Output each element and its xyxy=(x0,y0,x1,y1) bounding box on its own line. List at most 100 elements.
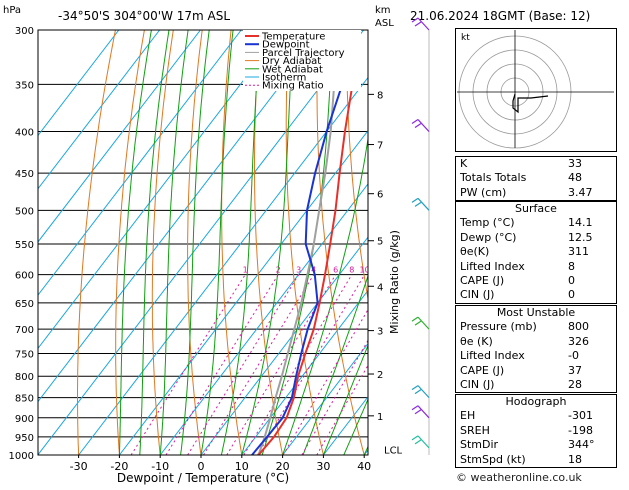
table-row: StmDir 344° xyxy=(456,438,616,452)
dewpoint-profile-point xyxy=(325,130,328,133)
pressure-tick-label: 550 xyxy=(15,240,34,251)
row-label: PW (cm) xyxy=(460,185,507,199)
isotherm-line xyxy=(38,30,365,455)
table-row: StmSpd (kt) 18 xyxy=(456,453,616,467)
pressure-tick-label: 450 xyxy=(15,169,34,180)
mixing-ratio-label: 20 xyxy=(401,266,411,275)
mixing-ratio-label: 8 xyxy=(349,266,354,275)
wind-barbs xyxy=(411,17,430,455)
row-value: 0 xyxy=(568,274,575,288)
dry-adiabat-line xyxy=(187,30,203,455)
plot-area: 1 2 3 4 6 8 10 15 20 25 xyxy=(38,30,411,455)
km-tick-label: 5 xyxy=(377,237,383,248)
temperature-profile-point xyxy=(319,302,321,304)
mixing-ratio-label: 10 xyxy=(360,266,370,275)
row-label: StmDir xyxy=(460,438,499,452)
wind-barb xyxy=(417,119,430,132)
mixing-ratio-line xyxy=(301,339,368,455)
wind-barb-flag xyxy=(414,320,422,326)
km-tick-label: 6 xyxy=(377,190,383,201)
dewpoint-profile-point xyxy=(314,172,316,174)
pressure-tick-label: 600 xyxy=(15,271,34,282)
row-value: 8 xyxy=(568,259,575,273)
row-value: 14.1 xyxy=(568,216,593,230)
parcel-trajectory-point xyxy=(306,274,309,276)
dry-adiabat-line xyxy=(115,30,145,455)
wind-barb-flag xyxy=(414,123,422,129)
wind-barb-flag xyxy=(411,17,419,23)
pressure-tick-label: 400 xyxy=(15,128,34,139)
row-value: 48 xyxy=(568,171,582,185)
legend-label: Isotherm xyxy=(262,73,306,84)
legend-label: Parcel Trajectory xyxy=(262,48,345,59)
table-row: PW (cm) 3.47 xyxy=(456,186,616,200)
parcel-trajectory-point xyxy=(313,243,315,245)
dewpoint-profile-point xyxy=(305,243,307,245)
wind-barb-flag xyxy=(411,435,419,441)
plot-frame xyxy=(37,29,369,456)
mixing-ratio-line xyxy=(257,274,366,455)
wind-barb xyxy=(417,385,430,399)
legend-background xyxy=(243,30,361,91)
x-axis-title: Dewpoint / Temperature (°C) xyxy=(117,471,289,485)
row-value: 33 xyxy=(568,157,582,170)
row-value: -198 xyxy=(568,423,593,437)
parcel-trajectory-point xyxy=(281,375,283,377)
mixing-ratio-line xyxy=(316,364,368,455)
dry-adiabat-line xyxy=(285,30,324,455)
dry-adiabat-line xyxy=(77,30,116,455)
row-value: 3.47 xyxy=(568,185,593,199)
mixing-ratio-line xyxy=(203,274,315,455)
dewpoint-profile-point xyxy=(266,436,268,438)
row-label: Lifted Index xyxy=(460,259,525,273)
parcel-trajectory-point xyxy=(318,209,320,211)
table-row: CIN (J) 0 xyxy=(456,288,616,302)
pressure-tick-label: 650 xyxy=(15,299,34,310)
table-row: Pressure (mb) 800 xyxy=(456,320,616,334)
wind-barb-flag xyxy=(414,201,422,207)
dewpoint-profile-point xyxy=(307,328,309,330)
row-label: Temp (°C) xyxy=(460,216,515,230)
hpa-unit-label: hPa xyxy=(3,5,21,16)
pressure-tick-label: 1000 xyxy=(9,451,34,462)
table-row: K 33 xyxy=(456,157,616,171)
parcel-trajectory-point xyxy=(324,172,326,174)
table-row: Lifted Index 8 xyxy=(456,260,616,274)
km-tick-label: 7 xyxy=(377,141,383,152)
parcel-trajectory-point xyxy=(269,417,271,419)
pressure-tick-label: 800 xyxy=(15,372,34,383)
wet-adiabat-line xyxy=(261,30,334,455)
wet-adiabat-line xyxy=(343,397,368,455)
wind-barb-flag xyxy=(414,389,422,395)
isotherm-line xyxy=(38,30,242,296)
row-label: θe (K) xyxy=(460,334,493,348)
temp-tick-label: 0 xyxy=(198,460,205,473)
table-row: EH -301 xyxy=(456,409,616,423)
temperature-profile-point xyxy=(329,243,331,245)
dewpoint-profile-point xyxy=(306,209,308,211)
km-tick-label: 1 xyxy=(377,412,383,423)
row-value: 311 xyxy=(568,245,589,259)
wind-barb xyxy=(417,435,430,449)
table-row: Dewp (°C) 12.5 xyxy=(456,231,616,245)
lcl-label: LCL xyxy=(384,446,403,457)
isotherm-line xyxy=(282,342,368,455)
temperature-profile-point xyxy=(344,130,346,133)
parcel-trajectory-point xyxy=(274,397,277,399)
hodograph-panel xyxy=(455,28,617,152)
indices-table: K 33 Totals Totals 48 PW (cm) 3.47 xyxy=(455,156,617,202)
dewpoint-profile xyxy=(251,30,344,455)
pressure-tick-label: 300 xyxy=(15,26,34,37)
temperature-profile-point xyxy=(324,274,326,276)
wind-barb-flag xyxy=(411,385,419,391)
dry-adiabat-line xyxy=(151,30,174,455)
wet-adiabat-line xyxy=(118,30,152,455)
isotherm-line xyxy=(38,30,201,243)
mixing-ratio-label: 2 xyxy=(276,266,281,275)
row-label: CIN (J) xyxy=(460,288,495,302)
pressure-tick-label: 500 xyxy=(15,206,34,217)
table-row: CAPE (J) 37 xyxy=(456,364,616,378)
row-value: 344° xyxy=(568,438,595,452)
wet-adiabat-line xyxy=(159,30,189,455)
